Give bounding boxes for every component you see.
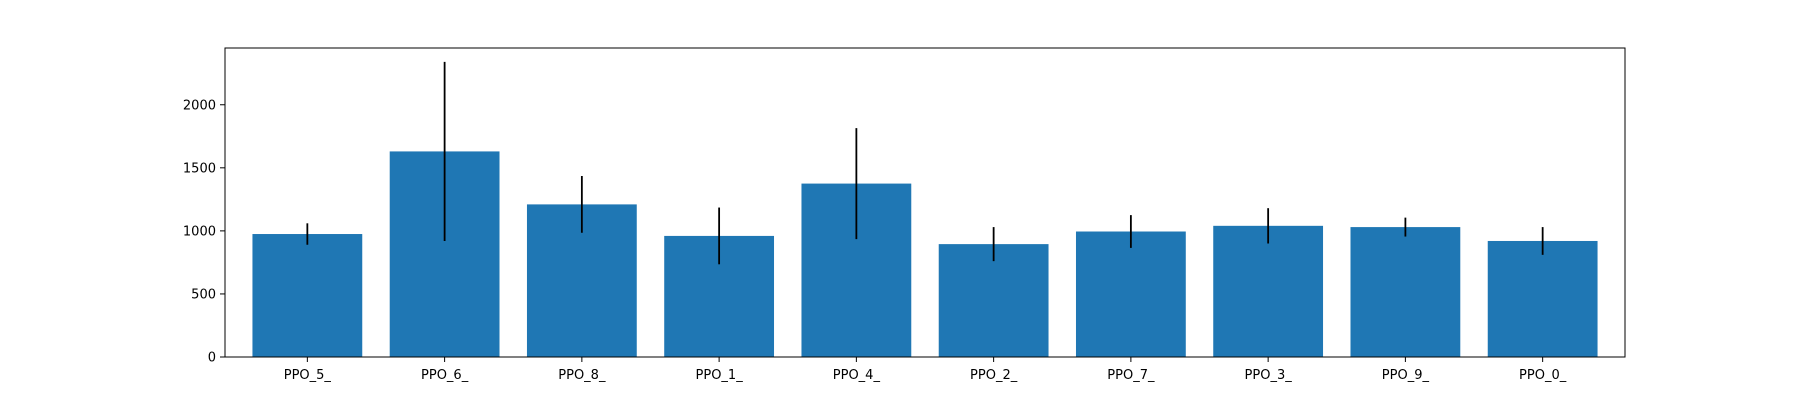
x-tick-label: PPO_4_ — [833, 368, 881, 383]
x-tick-label: PPO_3_ — [1245, 368, 1293, 383]
y-tick-label: 500 — [191, 287, 216, 302]
bars-layer — [252, 151, 1598, 357]
y-tick-label: 2000 — [183, 98, 216, 113]
y-tick-label: 0 — [208, 351, 216, 366]
x-tick-label: PPO_9_ — [1382, 368, 1430, 383]
x-axis: PPO_5_ PPO_6_ PPO_8_ PPO_1_ PPO_4_ PPO_2_ PPO_… — [284, 357, 1567, 383]
x-tick-label: PPO_5_ — [284, 368, 332, 383]
bar-PPO_9_ — [1350, 227, 1461, 357]
y-tick-label: 1500 — [183, 161, 216, 176]
x-tick-label: PPO_6_ — [421, 368, 469, 383]
bar-PPO_2_ — [938, 244, 1049, 357]
y-tick-label: 1000 — [183, 224, 216, 239]
y-axis: 0 500 1000 1500 2000 — [183, 98, 225, 366]
plot-frame — [224, 47, 1626, 358]
x-tick-label: PPO_1_ — [696, 368, 744, 383]
bar-PPO_3_ — [1213, 225, 1324, 357]
bar-PPO_5_ — [252, 234, 363, 357]
bar-PPO_7_ — [1075, 231, 1186, 357]
error-bars-layer — [306, 61, 1544, 265]
bar-PPO_0_ — [1487, 240, 1598, 357]
x-tick-label: PPO_7_ — [1107, 368, 1155, 383]
x-tick-label: PPO_8_ — [558, 368, 606, 383]
x-tick-label: PPO_2_ — [970, 368, 1018, 383]
x-tick-label: PPO_0_ — [1519, 368, 1567, 383]
